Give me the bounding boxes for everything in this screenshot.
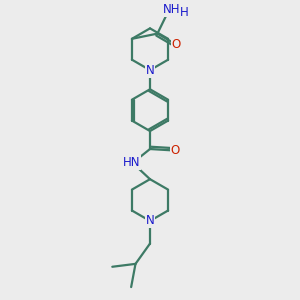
Text: O: O: [171, 144, 180, 157]
Text: O: O: [172, 38, 181, 51]
Text: N: N: [146, 64, 154, 76]
Text: H: H: [180, 6, 188, 19]
Text: NH: NH: [163, 3, 181, 16]
Text: HN: HN: [122, 156, 140, 170]
Text: N: N: [146, 214, 154, 227]
